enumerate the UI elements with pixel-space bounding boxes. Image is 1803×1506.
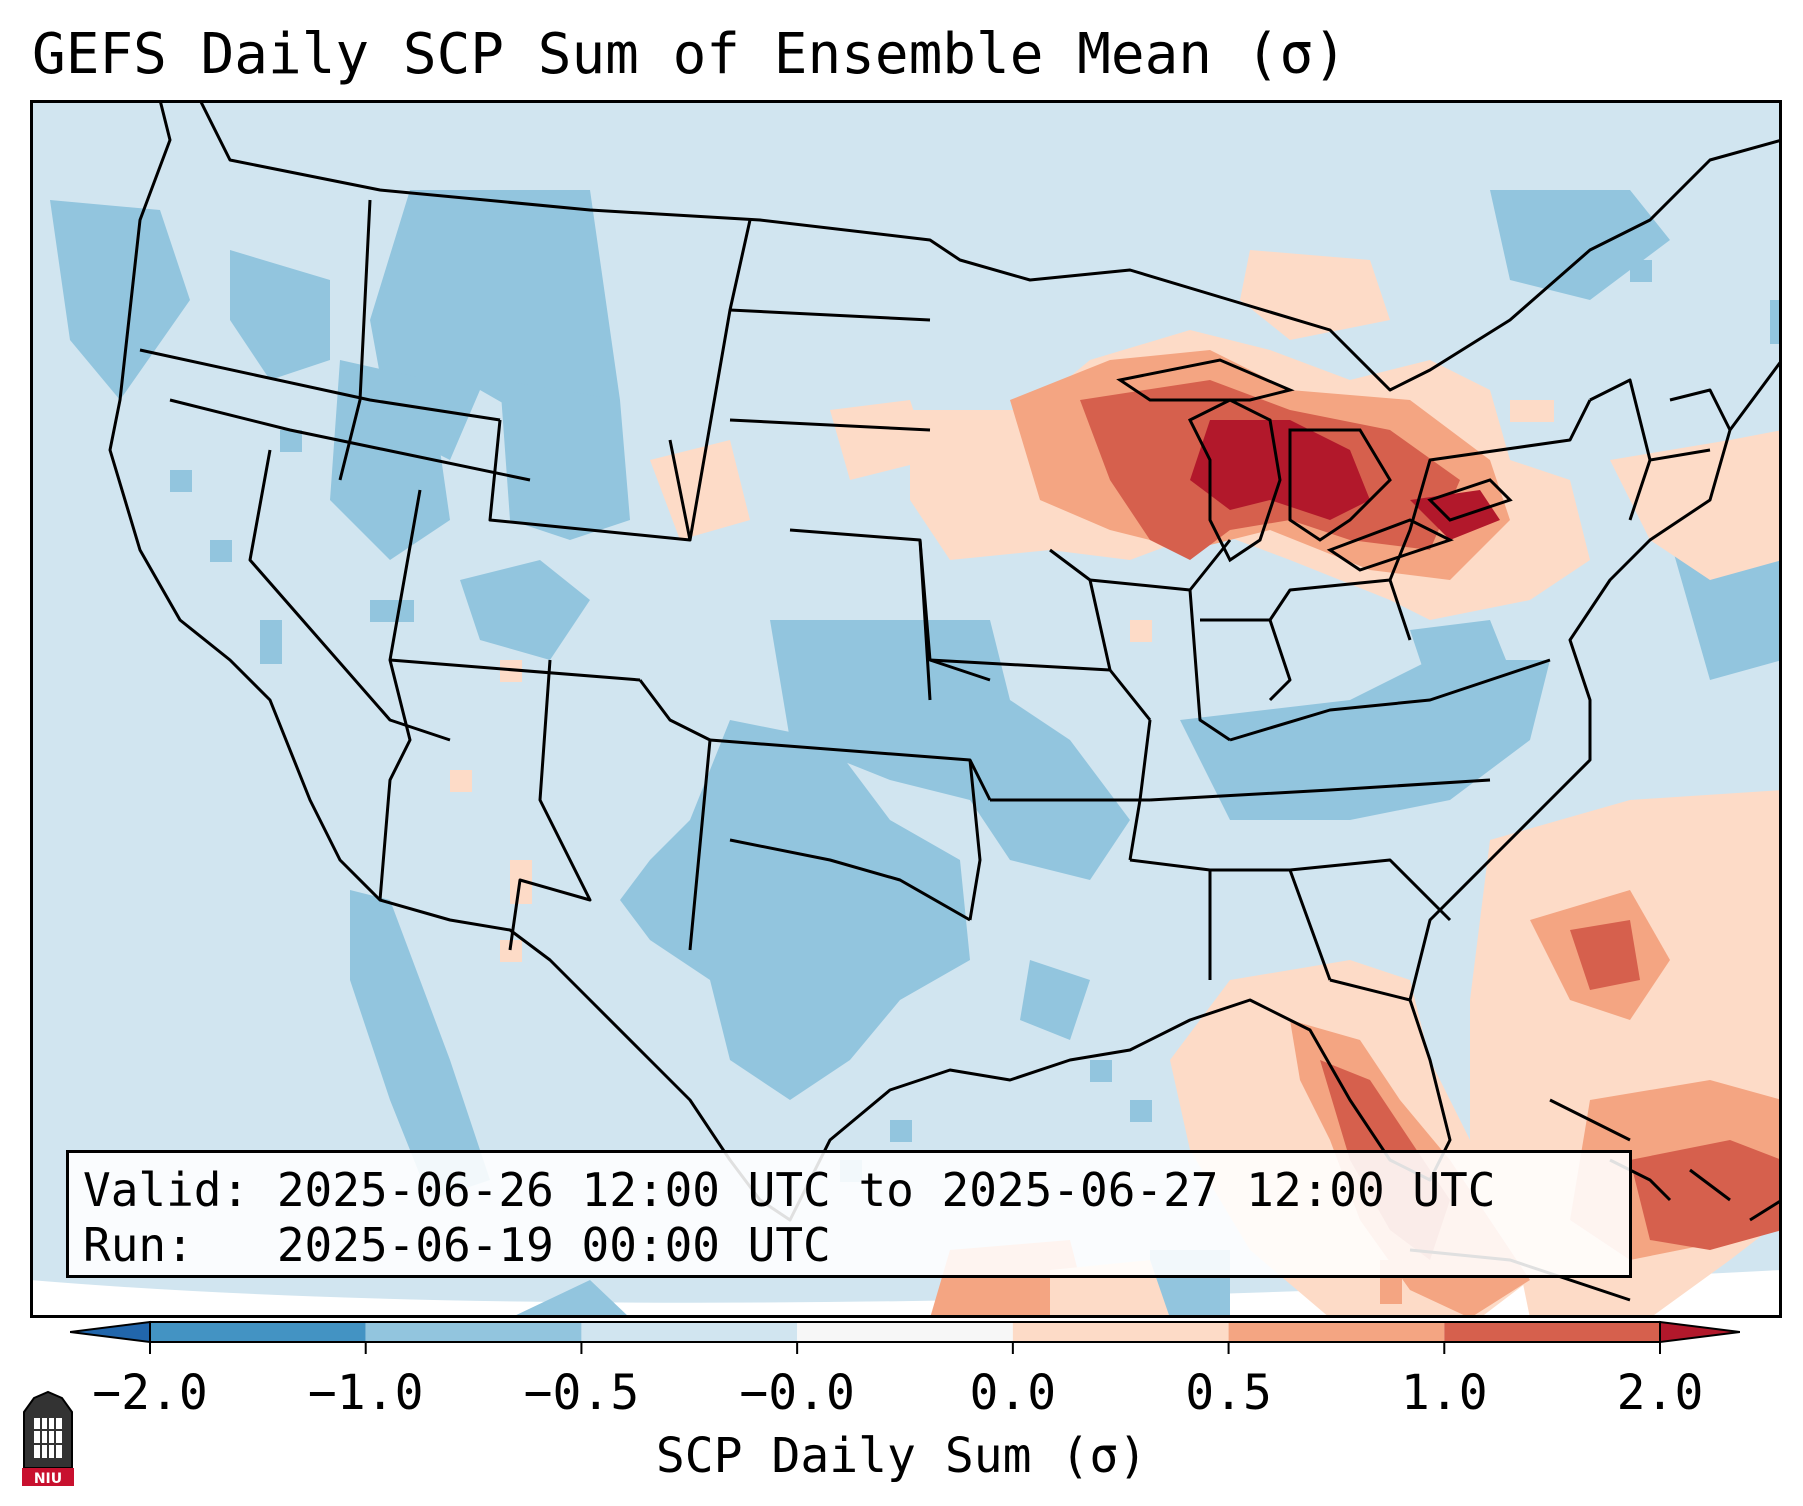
great-lakes: [1116, 358, 1513, 572]
map-panel: [30, 100, 1782, 1318]
colorbar-tick-label: −2.0: [92, 1365, 208, 1421]
chart-title: GEFS Daily SCP Sum of Ensemble Mean (σ): [32, 22, 1347, 87]
colorbar-bin: [1444, 1322, 1660, 1342]
colorbar-under-arrow: [70, 1320, 151, 1344]
colorbar-bin: [1228, 1322, 1445, 1342]
valid-time-text: Valid: 2025-06-26 12:00 UTC to 2025-06-2…: [83, 1163, 1496, 1217]
colorbar-bin: [581, 1322, 798, 1342]
state-borders: [108, 100, 1782, 1222]
colorbar-tick-label: 0.5: [1185, 1365, 1272, 1421]
map-canvas: [30, 100, 1782, 1318]
colorbar-tick-label: −0.5: [523, 1365, 640, 1421]
colorbar-bin: [150, 1322, 366, 1342]
validity-info-box: Valid: 2025-06-26 12:00 UTC to 2025-06-2…: [66, 1150, 1632, 1278]
colorbar-tick-label: −0.0: [739, 1365, 855, 1421]
colorbar-tick-label: 0.0: [969, 1365, 1057, 1421]
run-time-text: Run: 2025-06-19 00:00 UTC: [83, 1218, 831, 1272]
colorbar-over-arrow: [1659, 1320, 1740, 1344]
colorbar-bin: [365, 1322, 582, 1342]
colorbar-tick-label: 1.0: [1400, 1365, 1488, 1421]
colorbar-bin: [797, 1322, 1013, 1342]
colorbar: [70, 1320, 1740, 1354]
logo-text: NIU: [34, 1471, 62, 1487]
negative-anomaly-regions: [50, 190, 1782, 1318]
colorbar-tick-label: −1.0: [307, 1365, 424, 1421]
niu-logo: NIU: [22, 1390, 74, 1487]
colorbar-label: SCP Daily Sum (σ): [655, 1428, 1148, 1484]
map-frame: [30, 100, 1782, 1318]
colorbar-bin: [1012, 1322, 1229, 1342]
colorbar-tick-label: 2.0: [1616, 1365, 1704, 1421]
